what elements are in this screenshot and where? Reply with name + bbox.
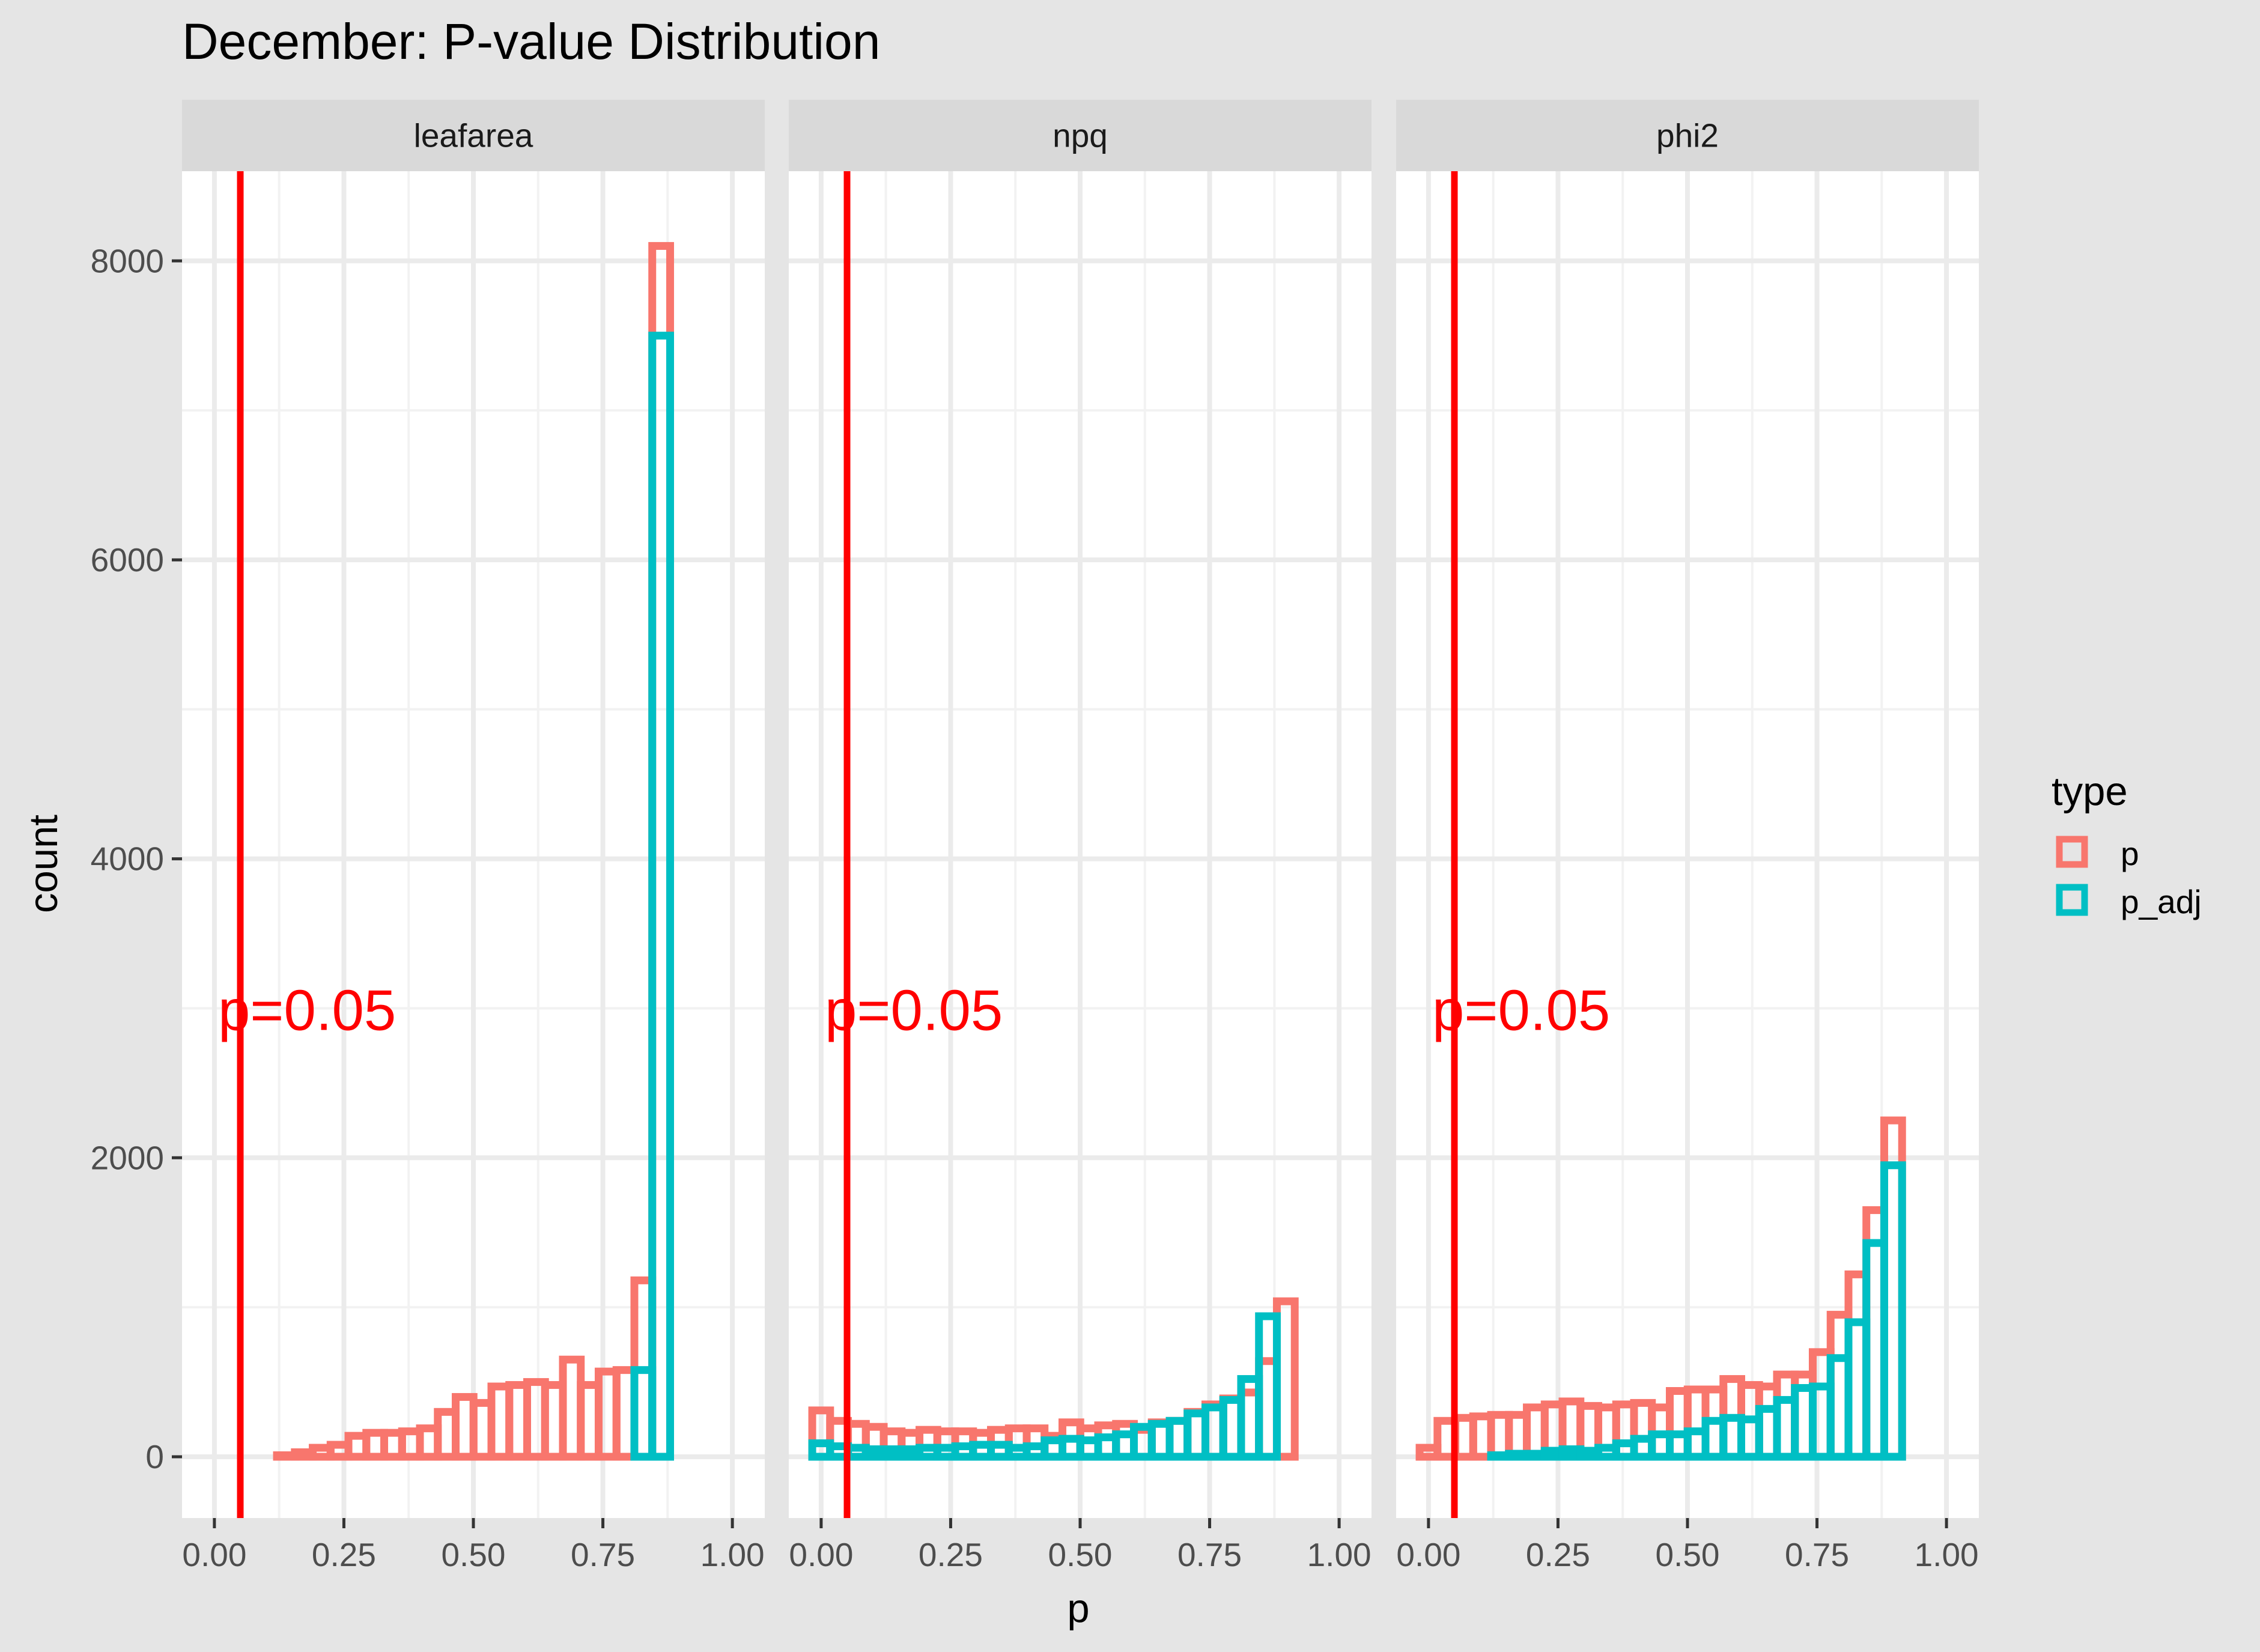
series-p-adj xyxy=(1487,1161,1906,1461)
x-axis-title: p xyxy=(1067,1586,1089,1631)
x-tick-label: 0.50 xyxy=(1655,1536,1719,1573)
facet-phi2: phi2 p=0.05 0.00 0.25 0.50 0.75 1.00 xyxy=(1396,100,1979,1573)
histogram-bar xyxy=(1880,1161,1906,1461)
facet-strip xyxy=(789,100,1371,171)
chart-title: December: P-value Distribution xyxy=(182,13,880,70)
x-tick-label: 1.00 xyxy=(1307,1536,1371,1573)
legend: type p p_adj xyxy=(2052,769,2202,920)
y-tick-label: 6000 xyxy=(91,541,164,579)
x-tick-label: 0.75 xyxy=(571,1536,635,1573)
x-tick-label: 1.00 xyxy=(700,1536,765,1573)
legend-label-p: p xyxy=(2121,835,2139,872)
reference-line-label: p=0.05 xyxy=(825,978,1003,1042)
histogram-bar xyxy=(648,332,674,1461)
facet-strip-label: npq xyxy=(1053,117,1108,154)
legend-label-p-adj: p_adj xyxy=(2121,883,2202,920)
facet-panels: leafarea p=0.05 0.00 0.25 0.50 0.75 1.00 npq p=0… xyxy=(182,100,1979,1573)
legend-key-p xyxy=(2056,836,2088,868)
series-p-adj xyxy=(630,332,674,1461)
histogram-bar xyxy=(1255,1312,1281,1461)
reference-line-label: p=0.05 xyxy=(1432,978,1610,1042)
reference-line-label: p=0.05 xyxy=(218,978,396,1042)
y-tick-label: 2000 xyxy=(91,1139,164,1176)
x-tick-label: 0.00 xyxy=(789,1536,853,1573)
x-tick-label: 0.50 xyxy=(1048,1536,1112,1573)
facet-npq: npq p=0.05 0.00 0.25 0.50 0.75 1.00 xyxy=(789,100,1371,1573)
y-tick-label: 4000 xyxy=(91,840,164,878)
y-tick-label: 8000 xyxy=(91,242,164,279)
series-p-adj xyxy=(808,1312,1281,1461)
x-tick-label: 0.75 xyxy=(1785,1536,1849,1573)
y-axis: 0 2000 4000 6000 8000 xyxy=(91,242,182,1475)
facet-strip xyxy=(182,100,765,171)
y-tick-label: 0 xyxy=(145,1438,164,1475)
facet-strip-label: leafarea xyxy=(414,117,533,154)
facet-strip xyxy=(1396,100,1979,171)
legend-title: type xyxy=(2052,769,2128,814)
x-tick-label: 0.00 xyxy=(1396,1536,1460,1573)
x-tick-label: 1.00 xyxy=(1915,1536,1979,1573)
x-tick-label: 0.75 xyxy=(1177,1536,1242,1573)
x-tick-label: 0.25 xyxy=(919,1536,983,1573)
x-tick-label: 0.25 xyxy=(312,1536,376,1573)
legend-key-p-adj xyxy=(2056,884,2088,916)
x-tick-label: 0.00 xyxy=(182,1536,246,1573)
x-tick-label: 0.25 xyxy=(1526,1536,1590,1573)
facet-leafarea: leafarea p=0.05 0.00 0.25 0.50 0.75 1.00 xyxy=(182,100,765,1573)
x-tick-label: 0.50 xyxy=(441,1536,505,1573)
facet-strip-label: phi2 xyxy=(1656,117,1719,154)
y-axis-title: count xyxy=(21,815,66,913)
